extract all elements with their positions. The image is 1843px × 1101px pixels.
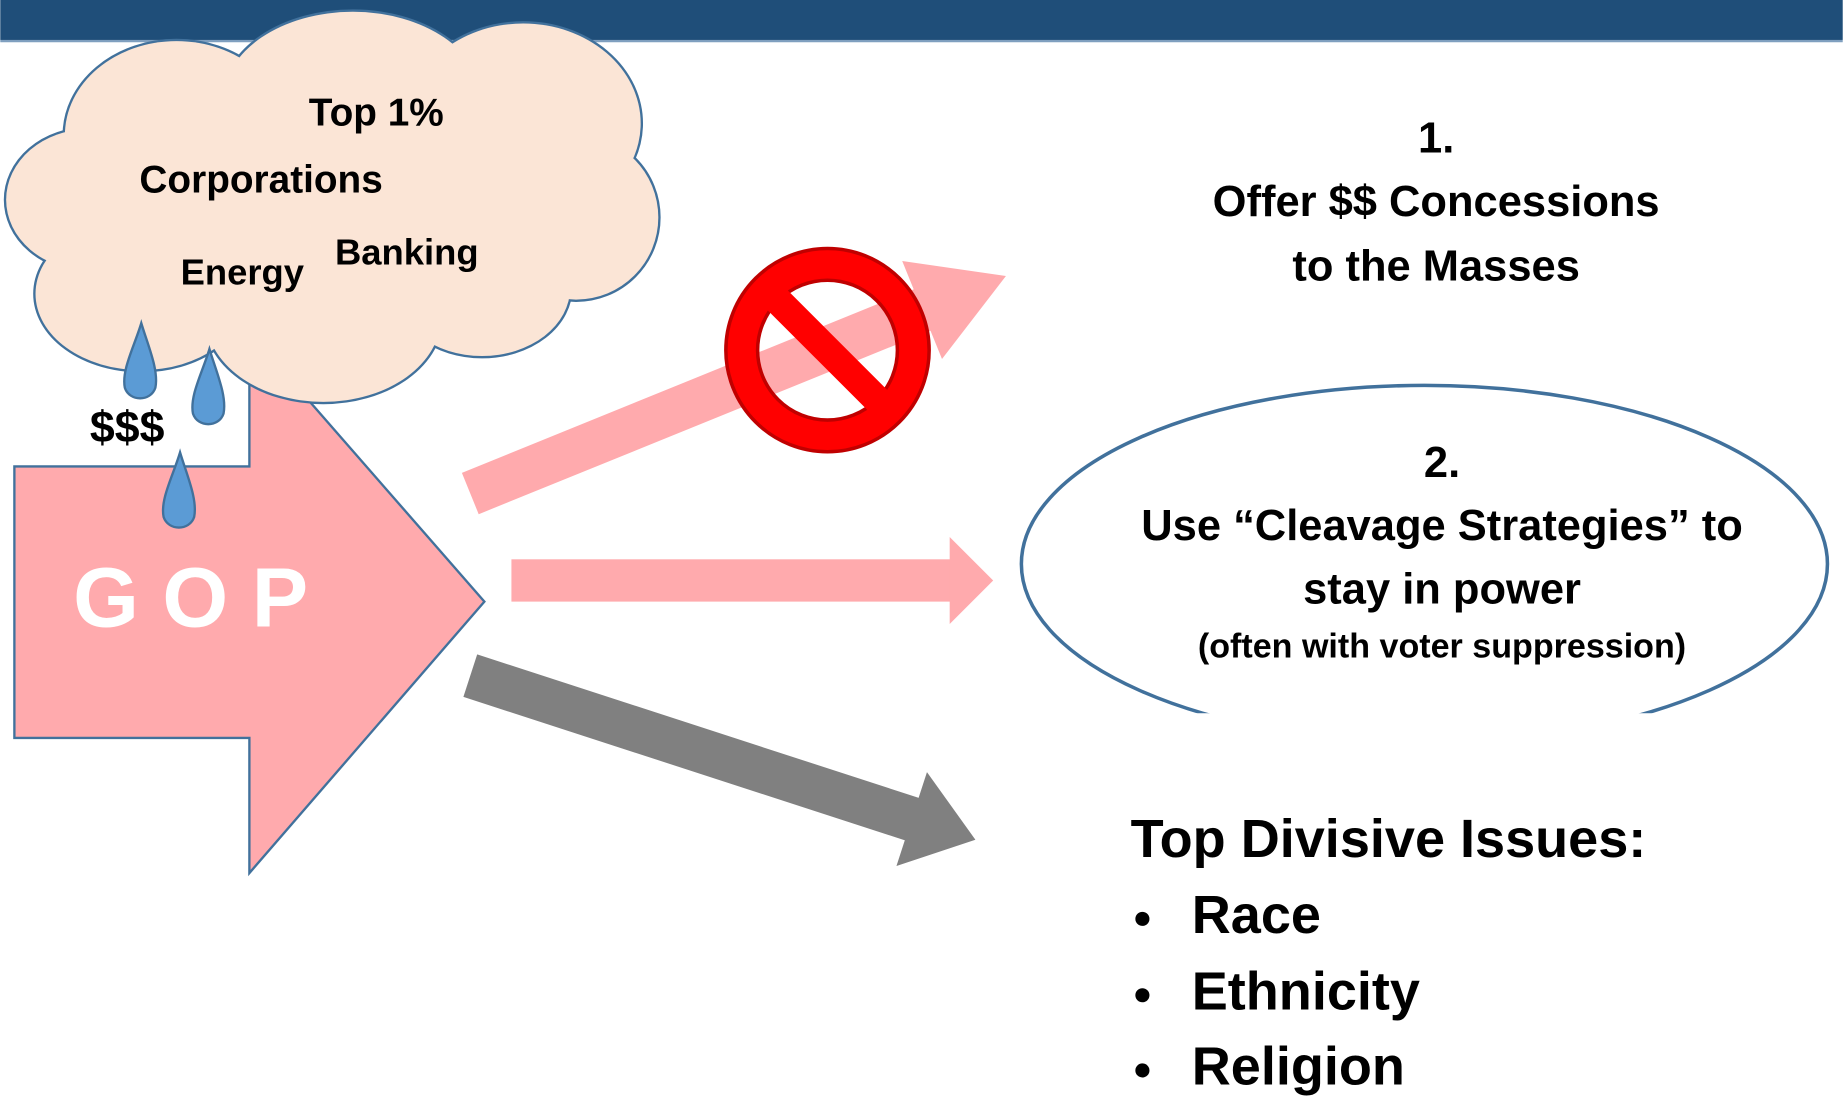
cloud-label: Energy bbox=[181, 252, 305, 293]
bullet bbox=[1135, 1063, 1149, 1077]
issues-title: Top Divisive Issues: bbox=[1131, 809, 1647, 869]
page: Top 1% Corporations Energy Banking $$$ G… bbox=[0, 0, 1843, 1101]
option-number: 2. bbox=[1424, 439, 1460, 487]
ellipse-cut bbox=[1011, 713, 1843, 760]
money-label: $$$ bbox=[90, 403, 165, 452]
drop bbox=[163, 452, 195, 527]
cloud-label: Banking bbox=[335, 232, 479, 273]
option-number: 1. bbox=[1418, 114, 1454, 162]
cloud-label: Top 1% bbox=[309, 91, 444, 134]
cloud-label: Corporations bbox=[139, 158, 382, 201]
issue-item: Religion bbox=[1192, 1037, 1405, 1097]
option-text: Use “Cleavage Strategies” to bbox=[1141, 502, 1743, 550]
slide: Top 1% Corporations Energy Banking $$$ G… bbox=[0, 0, 1843, 1101]
issue-item: Race bbox=[1192, 885, 1321, 945]
option-text: Offer $$ Concessions bbox=[1213, 178, 1660, 226]
gop-label: G O P bbox=[73, 549, 308, 644]
middle-arrow bbox=[511, 537, 993, 624]
issue-item: Ethnicity bbox=[1192, 962, 1420, 1022]
cloud bbox=[6, 12, 658, 402]
option-text: stay in power bbox=[1303, 566, 1581, 614]
option-text: to the Masses bbox=[1292, 243, 1579, 291]
option-note: (often with voter suppression) bbox=[1198, 628, 1686, 666]
bullet bbox=[1135, 988, 1149, 1002]
bullet bbox=[1135, 912, 1149, 926]
down-arrow bbox=[455, 629, 991, 887]
